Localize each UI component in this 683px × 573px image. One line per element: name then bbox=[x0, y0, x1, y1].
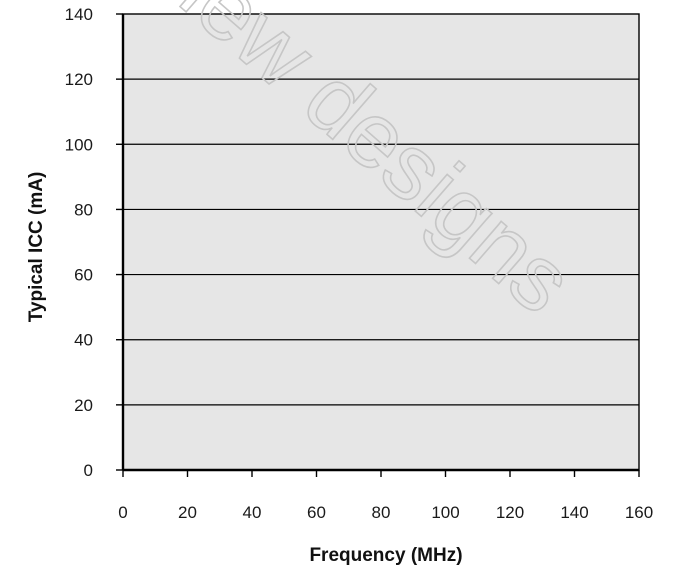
x-tick-label-0: 0 bbox=[118, 503, 127, 522]
y-tick-label-60: 60 bbox=[74, 266, 93, 285]
x-tick-label-140: 140 bbox=[560, 503, 588, 522]
grid-lines bbox=[123, 78, 639, 406]
y-axis-title: Typical ICC (mA) bbox=[26, 172, 47, 323]
x-tick-label-80: 80 bbox=[372, 503, 391, 522]
y-tick-label-100: 100 bbox=[65, 135, 93, 154]
x-axis-title: Frequency (MHz) bbox=[309, 545, 462, 566]
y-tick-labels: 0 20 40 60 80 100 120 140 bbox=[65, 5, 93, 480]
y-tick-label-40: 40 bbox=[74, 331, 93, 350]
y-tick-label-120: 120 bbox=[65, 70, 93, 89]
x-tick-label-20: 20 bbox=[178, 503, 197, 522]
x-tick-label-160: 160 bbox=[625, 503, 653, 522]
y-tick-label-0: 0 bbox=[84, 461, 93, 480]
x-tick-labels: 0 20 40 60 80 100 120 140 160 bbox=[118, 503, 653, 522]
y-tick-label-140: 140 bbox=[65, 5, 93, 24]
y-tick-label-20: 20 bbox=[74, 396, 93, 415]
x-tick-label-40: 40 bbox=[243, 503, 262, 522]
plot-area bbox=[122, 13, 640, 471]
x-tick-label-100: 100 bbox=[431, 503, 459, 522]
y-tick-label-80: 80 bbox=[74, 200, 93, 219]
axes bbox=[116, 13, 640, 477]
x-tick-label-60: 60 bbox=[307, 503, 326, 522]
x-tick-label-120: 120 bbox=[496, 503, 524, 522]
